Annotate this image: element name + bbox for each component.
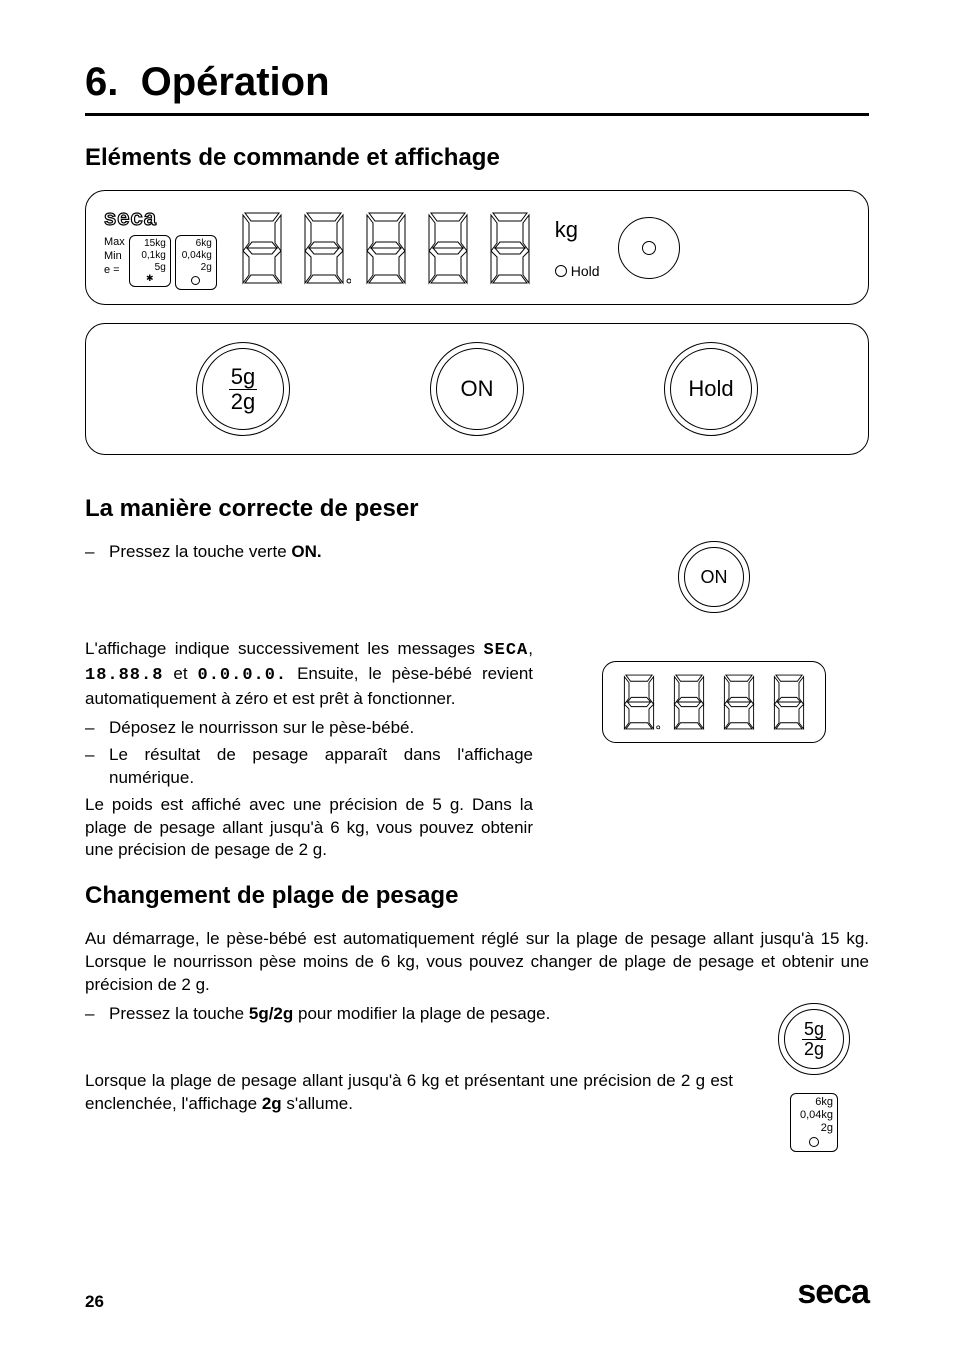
label-e: e = [104,263,125,277]
precision-button-small-icon: 5g 2g [778,1003,850,1075]
pill-l3: 2g [821,1122,833,1135]
s2-b2: Déposez le nourrisson sur le pèse-bébé. [109,717,533,740]
on-button-icon: ON [430,342,524,436]
mini-display-diagram [602,661,826,743]
page-number: 26 [85,1292,104,1312]
range2-e: 2g [201,262,212,274]
on-label-small: ON [701,568,728,587]
s3-b1-bold: 5g/2g [249,1004,293,1023]
pill-l2: 0,04kg [800,1109,833,1122]
unit-kg: kg [555,217,578,243]
s2-msg1: SECA [483,641,528,660]
s2-b1-pre: Pressez la touche verte [109,542,291,561]
s3-para1: Au démarrage, le pèse-bébé est automatiq… [85,928,869,997]
s3-para2: Lorsque la plage de pesage allant jusqu'… [85,1070,733,1116]
chapter-name: Opération [141,60,330,104]
section3-text: –Pressez la touche 5g/2g pour modifier l… [85,1003,733,1152]
s2-para2: Le poids est affiché avec une précision … [85,794,533,863]
seven-seg-digit [483,209,537,287]
spec-block: seca Max Min e = 15kg 0,1kg 5g ✱ 6kg 0,0… [104,205,217,290]
label-max: Max [104,235,125,249]
buttons-panel-diagram: 5g 2g ON Hold [85,323,869,455]
seven-seg-digit [667,672,711,732]
star-icon: ✱ [134,274,166,282]
s3-p2-pre: Lorsque la plage de pesage allant jusqu'… [85,1071,733,1113]
seven-seg-digit [421,209,475,287]
display-panel-diagram: seca Max Min e = 15kg 0,1kg 5g ✱ 6kg 0,0… [85,190,869,305]
s2-msg2: 18.88.8 [85,666,163,685]
s2-b1-bold: ON. [291,542,321,561]
unit-block: kg Hold [555,217,600,279]
range1-min: 0,1kg [141,250,165,262]
s2-para1: L'affichage indique successivement les m… [85,638,533,711]
digit-display [235,209,537,287]
range2-min: 0,04kg [182,250,212,262]
seven-seg-digit [767,672,811,732]
range-pill-2: 6kg 0,04kg 2g [175,235,217,290]
section-range-title: Changement de plage de pesage [85,882,869,910]
hold-button-label: Hold [688,377,733,400]
precision-bot: 2g [231,390,255,413]
seven-seg-digit [617,672,661,732]
s2-sep1: , [528,639,533,658]
pill-l1: 6kg [815,1096,833,1109]
seca-logo-outline: seca [104,205,217,231]
hold-label: Hold [571,263,600,279]
range1-max: 15kg [144,238,166,250]
precision-top-s: 5g [802,1020,826,1040]
s3-b1-pre: Pressez la touche [109,1004,249,1023]
precision-button-icon: 5g 2g [196,342,290,436]
precision-bot-s: 2g [804,1040,824,1059]
range2-max: 6kg [196,238,212,250]
section-weighing-title: La manière correcte de peser [85,495,869,523]
on-label: ON [461,377,494,400]
s3-p2-bold: 2g [262,1094,282,1113]
seven-seg-digit [297,209,351,287]
section2-figures: ON [559,541,869,868]
s2-p1a: L'affichage indique successivement les m… [85,639,483,658]
range1-e: 5g [155,262,166,274]
s2-msg3: 0.0.0.0. [198,666,288,685]
s3-b1-post: pour modifier la plage de pesage. [293,1004,550,1023]
range2-indicator-icon [191,276,200,285]
page-footer: 26 seca [85,1273,869,1312]
precision-top: 5g [229,365,257,389]
range-pill-1: 15kg 0,1kg 5g ✱ [129,235,171,287]
spec-labels: Max Min e = [104,235,125,277]
seven-seg-digit [235,209,289,287]
chapter-number: 6. [85,60,118,104]
section2-text: –Pressez la touche verte ON. L'affichage… [85,541,533,868]
s3-p2-post: s'allume. [282,1094,353,1113]
s2-b3: Le résultat de pesage apparaît dans l'af… [109,744,533,790]
seven-seg-digit [717,672,761,732]
section-controls-title: Eléments de commande et affichage [85,144,869,172]
seven-seg-digit [359,209,413,287]
seca-logo: seca [797,1273,869,1312]
hold-button-icon: Hold [664,342,758,436]
label-min: Min [104,249,125,263]
chapter-title: 6. Opération [85,60,869,116]
power-button-icon [618,217,680,279]
section3-figures: 5g 2g 6kg 0,04kg 2g [759,1003,869,1152]
pill-indicator-icon [809,1137,819,1147]
hold-indicator-icon [555,265,567,277]
on-button-small-icon: ON [678,541,750,613]
s2-sep2: et [163,664,197,683]
range-pill-small: 6kg 0,04kg 2g [790,1093,838,1152]
